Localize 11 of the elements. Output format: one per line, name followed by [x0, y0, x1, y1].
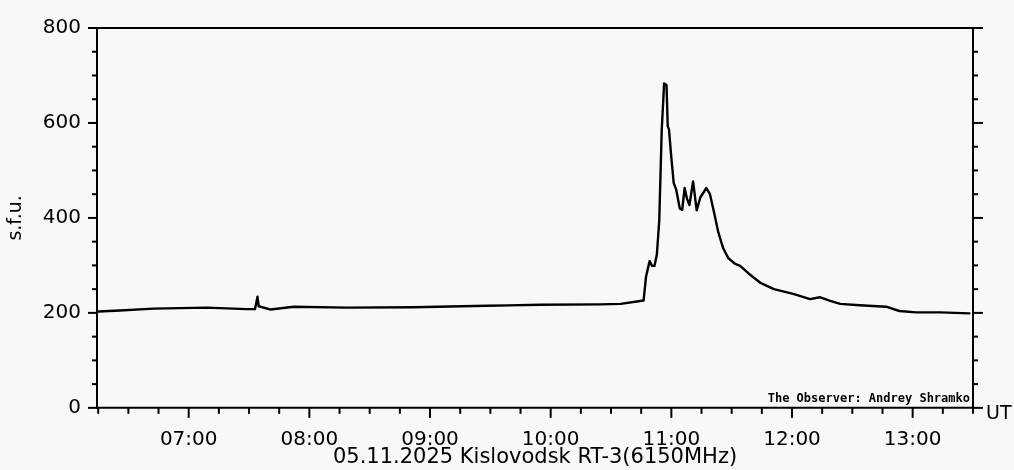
- annotation: The Observer: Andrey Shramko: [767, 390, 970, 405]
- x-tick-label: 13:00: [883, 426, 942, 451]
- x-tick-label: 12:00: [763, 426, 821, 451]
- y-tick-label: 400: [42, 204, 81, 229]
- y-axis-title: s.f.u.: [3, 195, 26, 241]
- x-tick-label: 07:00: [159, 426, 218, 451]
- y-tick-label: 0: [68, 394, 81, 419]
- y-tick-label: 800: [42, 14, 81, 39]
- x-axis-title: UT: [986, 400, 1012, 423]
- y-tick-label: 600: [42, 109, 81, 134]
- y-tick-label: 200: [42, 299, 81, 324]
